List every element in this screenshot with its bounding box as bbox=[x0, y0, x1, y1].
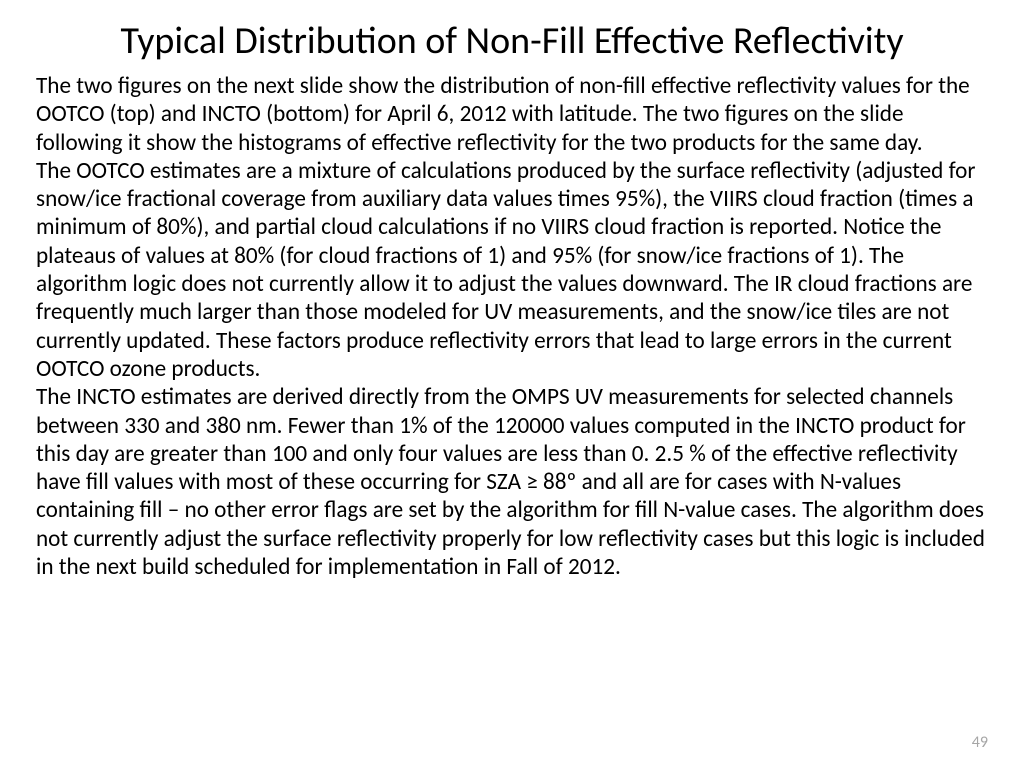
slide-container: Typical Distribution of Non-Fill Effecti… bbox=[0, 0, 1024, 768]
body-paragraph: The OOTCO estimates are a mixture of cal… bbox=[36, 157, 988, 383]
slide-title: Typical Distribution of Non-Fill Effecti… bbox=[36, 18, 988, 64]
slide-body: The two figures on the next slide show t… bbox=[36, 72, 988, 581]
body-paragraph: The INCTO estimates are derived directly… bbox=[36, 383, 988, 581]
body-paragraph: The two figures on the next slide show t… bbox=[36, 72, 988, 157]
page-number: 49 bbox=[972, 733, 988, 752]
